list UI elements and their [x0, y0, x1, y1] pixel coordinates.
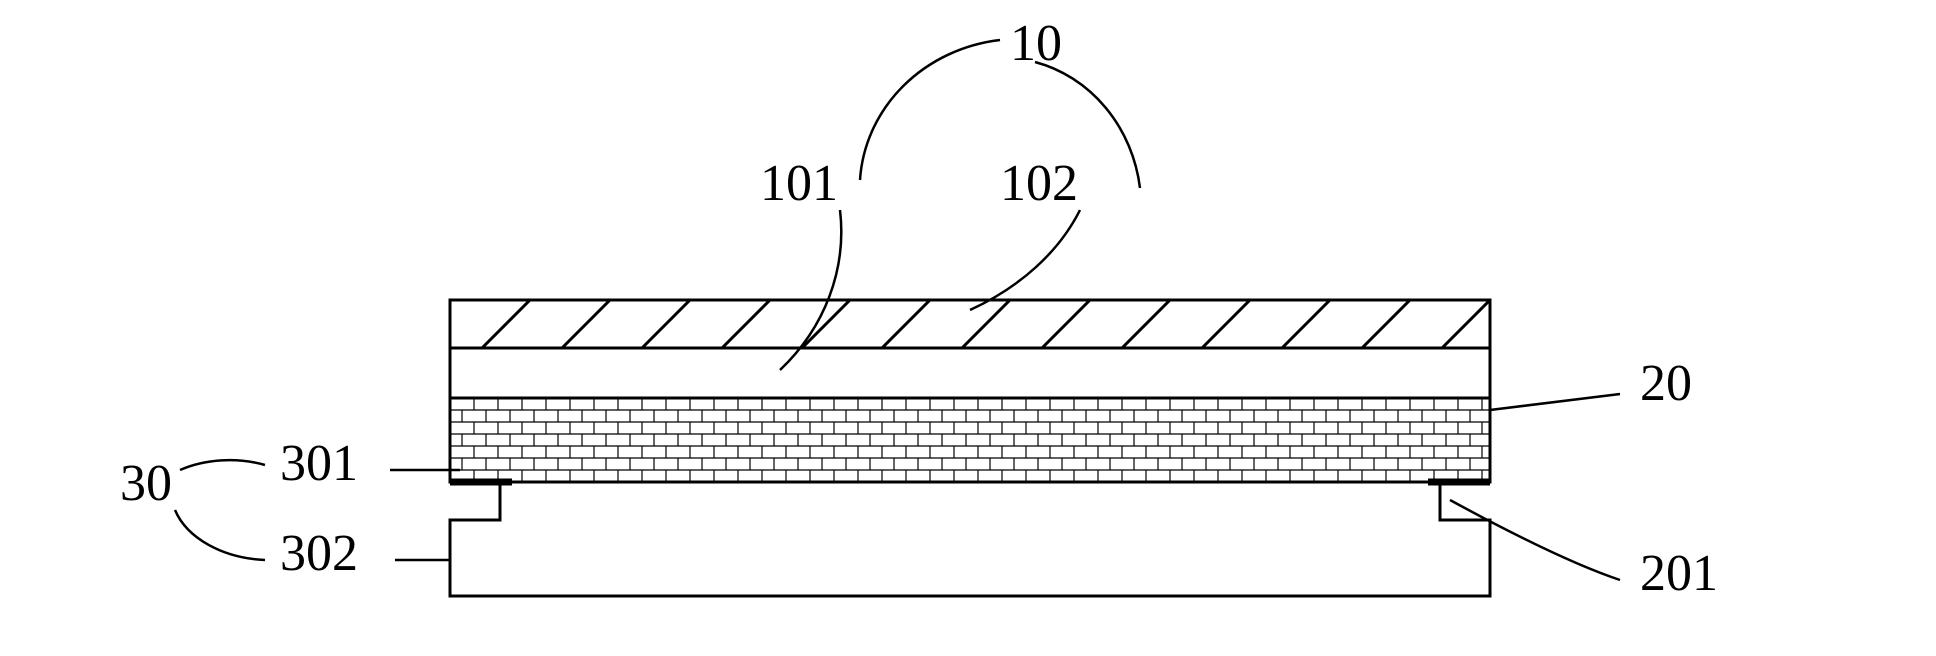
leader-c20: [1490, 394, 1620, 410]
label-L101: 101: [760, 155, 838, 212]
leader-c102: [970, 210, 1080, 310]
layer-hatch: [402, 300, 1570, 348]
leader-c201: [1450, 500, 1620, 580]
layer-brick: [450, 398, 1490, 482]
leader-c30_301: [180, 460, 265, 470]
label-L102: 102: [1000, 155, 1078, 212]
leader-c30_302: [175, 510, 265, 560]
label-L20: 20: [1640, 355, 1692, 412]
leader-c10_101: [860, 40, 1000, 180]
body-outline: [450, 300, 1490, 596]
leader-c101: [780, 210, 841, 370]
label-L10: 10: [1010, 15, 1062, 72]
label-L301: 301: [280, 435, 358, 492]
label-L302: 302: [280, 525, 358, 582]
label-L30: 30: [120, 455, 172, 512]
label-L201: 201: [1640, 545, 1718, 602]
